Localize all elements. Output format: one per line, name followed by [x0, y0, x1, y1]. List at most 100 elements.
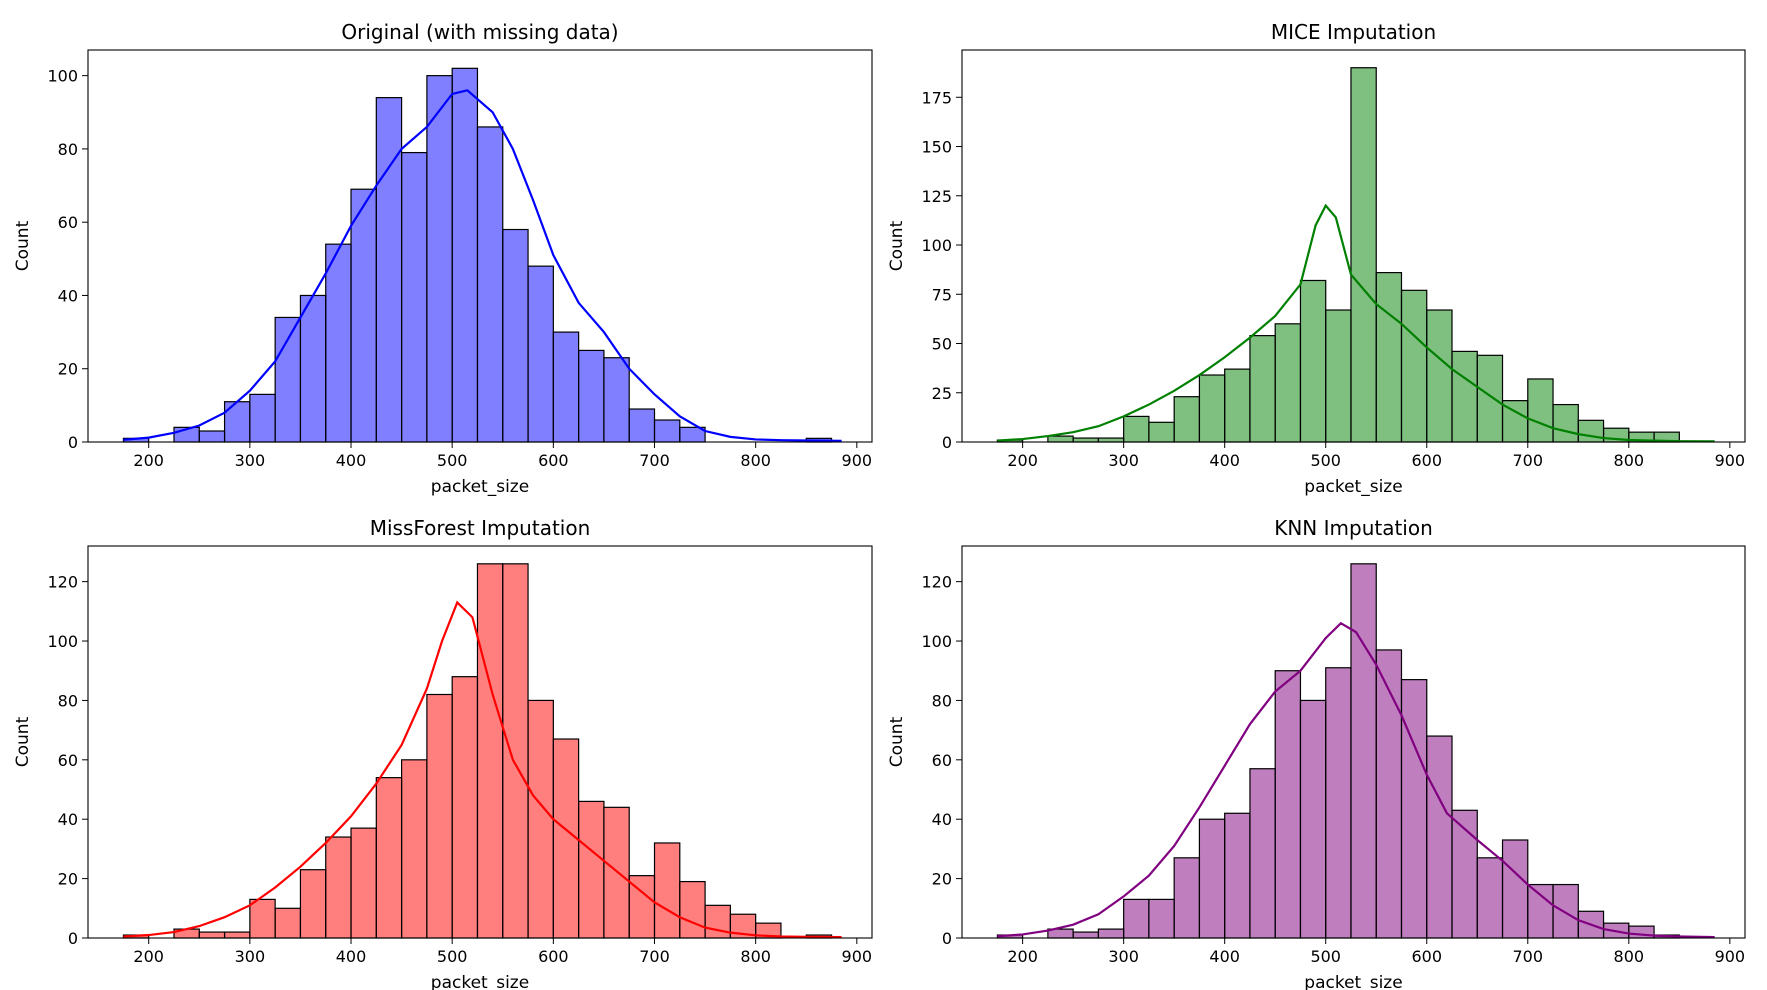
chart-title: KNN Imputation	[1274, 516, 1433, 540]
bar	[603, 806, 630, 939]
y-tick-label: 75	[932, 285, 952, 304]
bar	[325, 836, 352, 939]
x-axis-label: packet_size	[1304, 973, 1402, 990]
bar	[1350, 67, 1377, 443]
bar	[1198, 818, 1226, 939]
bar	[1350, 563, 1377, 939]
y-tick-label: 125	[921, 187, 952, 206]
x-tick-label: 900	[1715, 451, 1746, 470]
chart-panel-4: 200 300 400 500 600 700 800 900 0 20 40 60 80 100 120 K…	[887, 516, 1746, 990]
bar	[1224, 812, 1251, 939]
bar	[552, 331, 580, 443]
x-tick-label: 900	[842, 947, 873, 966]
x-tick-label: 900	[842, 451, 873, 470]
x-tick-label: 500	[437, 947, 468, 966]
kde-line	[123, 89, 842, 442]
bar	[1097, 437, 1125, 443]
y-tick-label: 100	[47, 67, 78, 86]
y-tick-label: 40	[58, 286, 78, 305]
bar	[1072, 931, 1099, 939]
chart-panel-1: 200 300 400 500 600 700 800 900 0 20 40 60 80 100 Orig…	[13, 20, 873, 497]
bar	[1299, 279, 1327, 443]
bar	[1072, 437, 1099, 443]
bar	[1249, 335, 1276, 443]
x-axis-label: packet_size	[431, 477, 529, 497]
bar	[1274, 323, 1302, 443]
y-tick-label: 120	[47, 573, 78, 592]
chart-panel-2: 200 300 400 500 600 700 800 900 0 25 50 75 100 125 150…	[887, 20, 1746, 497]
y-tick-label: 80	[932, 691, 952, 710]
bar	[1476, 857, 1504, 939]
bar	[1123, 898, 1150, 939]
y-tick-label: 60	[932, 751, 952, 770]
y-tick-label: 0	[942, 929, 952, 948]
y-tick-label: 20	[58, 870, 78, 889]
y-tick-label: 25	[932, 384, 952, 403]
x-tick-label: 300	[1108, 451, 1139, 470]
x-tick-label: 300	[1108, 947, 1139, 966]
chart-panel-3: 200 300 400 500 600 700 800 900 0 20 40 60 80 100 120 M…	[13, 516, 873, 990]
y-tick-label: 0	[68, 929, 78, 948]
bar	[350, 188, 377, 443]
x-tick-label: 300	[235, 451, 266, 470]
chart-title: Original (with missing data)	[341, 20, 618, 44]
bar	[350, 827, 377, 939]
x-tick-label: 900	[1715, 947, 1746, 966]
x-tick-label: 800	[1614, 451, 1645, 470]
bar	[527, 265, 554, 443]
bar	[628, 408, 656, 443]
bar	[1527, 883, 1554, 939]
x-axis-label: packet_size	[1304, 477, 1402, 497]
axes-frame	[87, 545, 873, 939]
x-tick-label: 200	[1007, 451, 1038, 470]
axes-frame	[961, 545, 1746, 939]
bar	[1552, 403, 1579, 443]
bar	[274, 316, 302, 443]
y-tick-label: 0	[68, 433, 78, 452]
bar	[679, 880, 706, 939]
x-axis-label: packet_size	[431, 973, 529, 990]
x-tick-label: 500	[1310, 947, 1341, 966]
x-tick-label: 800	[740, 947, 771, 966]
y-tick-label: 20	[932, 870, 952, 889]
bar	[1552, 883, 1579, 939]
x-tick-label: 400	[336, 947, 367, 966]
bar	[653, 842, 681, 939]
bar	[1198, 374, 1226, 443]
bar	[1325, 667, 1352, 939]
bar	[426, 693, 453, 939]
bar	[451, 67, 479, 443]
y-tick-label: 40	[58, 810, 78, 829]
bar	[527, 699, 554, 939]
y-tick-label: 80	[58, 691, 78, 710]
bar	[1173, 396, 1201, 443]
axes-frame	[961, 49, 1746, 443]
bar	[1375, 271, 1403, 443]
x-tick-label: 800	[740, 451, 771, 470]
bar	[1325, 309, 1352, 443]
kde-line	[997, 203, 1715, 443]
kde-line	[123, 600, 842, 939]
bar	[1426, 309, 1453, 443]
bar	[426, 75, 453, 443]
chart-title: MICE Imputation	[1271, 20, 1436, 44]
bar	[578, 349, 605, 443]
bar	[401, 759, 428, 939]
bar	[502, 563, 529, 939]
y-axis-label: Count	[887, 716, 907, 767]
x-tick-label: 700	[639, 451, 670, 470]
bar	[375, 97, 403, 443]
x-tick-label: 200	[133, 451, 164, 470]
bar	[502, 228, 529, 443]
bar	[1400, 679, 1428, 939]
x-tick-label: 400	[1209, 451, 1240, 470]
x-tick-label: 600	[1411, 947, 1442, 966]
bar	[603, 357, 630, 443]
bar	[1501, 839, 1529, 939]
bar	[1173, 857, 1201, 939]
x-tick-label: 200	[1007, 947, 1038, 966]
bar	[1249, 768, 1276, 939]
bar	[401, 151, 428, 443]
bar	[1123, 415, 1150, 443]
